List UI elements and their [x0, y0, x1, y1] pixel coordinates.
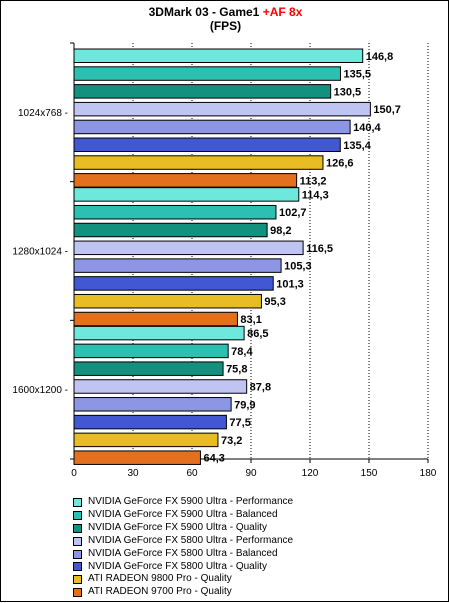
bar: [73, 84, 332, 99]
bar-value-label: 98,2: [270, 225, 291, 237]
bar: [73, 222, 268, 238]
bar-value-label: 146,8: [366, 51, 394, 63]
bar: [73, 66, 341, 81]
x-tick-label: 90: [245, 468, 257, 479]
bar-value-label: 77,5: [229, 417, 250, 429]
x-tick-label: 180: [420, 468, 437, 479]
bar: [73, 343, 229, 359]
bar: [73, 361, 224, 376]
bar: [73, 450, 201, 465]
bar-value-label: 78,4: [231, 346, 253, 358]
x-tick-label: 0: [71, 468, 77, 479]
legend-item: NVIDIA GeForce FX 5800 Ultra - Balanced: [73, 548, 293, 561]
legend-item: NVIDIA GeForce FX 5900 Ultra - Performan…: [73, 496, 293, 509]
bar-value-label: 102,7: [279, 207, 307, 219]
bar-value-label: 130,5: [334, 86, 362, 98]
bar: [73, 432, 219, 448]
bar: [73, 414, 227, 430]
bar: [73, 258, 282, 273]
bar: [73, 240, 304, 256]
category-label: 1024x768 -: [18, 108, 68, 119]
bar: [73, 173, 298, 188]
chart-title-block: 3DMark 03 - Game1 +AF 8x (FPS): [1, 5, 449, 33]
legend-swatch: [73, 575, 82, 585]
legend-swatch: [73, 497, 82, 507]
legend-item: NVIDIA GeForce FX 5800 Ultra - Performan…: [73, 535, 293, 548]
bar-value-label: 135,5: [343, 69, 371, 81]
bar: [73, 101, 371, 117]
bar: [73, 155, 324, 170]
legend-label: NVIDIA GeForce FX 5800 Ultra - Quality: [88, 560, 267, 572]
bar-value-label: 113,2: [300, 175, 327, 187]
bar: [73, 137, 341, 152]
category-label: 1280x1024 -: [12, 247, 68, 258]
bar-value-label: 140,4: [353, 122, 381, 134]
bar-value-label: 126,6: [326, 158, 354, 170]
legend-item: NVIDIA GeForce FX 5800 Ultra - Quality: [73, 561, 293, 574]
bar-value-label: 95,3: [264, 296, 285, 308]
bar: [73, 325, 245, 341]
chart-title-accent: +AF 8x: [262, 5, 303, 19]
bar-value-label: 79,9: [234, 399, 255, 411]
legend-label: NVIDIA GeForce FX 5800 Ultra - Performan…: [88, 534, 294, 546]
legend-swatch: [73, 536, 82, 546]
bar-value-label: 101,3: [276, 278, 304, 290]
legend-swatch: [73, 562, 82, 572]
chart-subtitle: (FPS): [209, 19, 242, 33]
bar-value-label: 105,3: [284, 261, 312, 273]
bar: [73, 397, 232, 412]
bar: [73, 204, 277, 220]
bar-value-label: 86,5: [247, 328, 268, 340]
legend-label: ATI RADEON 9700 Pro - Quality: [88, 586, 232, 598]
x-tick-label: 60: [186, 468, 198, 479]
bar: [73, 379, 248, 394]
bar-value-label: 64,3: [203, 453, 224, 465]
bar-value-label: 116,5: [306, 243, 333, 255]
bar-value-label: 150,7: [373, 104, 401, 116]
legend-item: NVIDIA GeForce FX 5900 Ultra - Quality: [73, 522, 293, 535]
legend-swatch: [73, 588, 82, 598]
x-tick-label: 120: [302, 468, 319, 479]
bar: [73, 187, 300, 202]
bar-value-label: 114,3: [302, 189, 329, 201]
bar-value-label: 75,8: [226, 364, 247, 376]
bar: [73, 311, 238, 327]
category-label: 1600x1200 -: [12, 385, 68, 396]
legend-item: ATI RADEON 9700 Pro - Quality: [73, 586, 293, 599]
legend-swatch: [73, 549, 82, 559]
legend-label: NVIDIA GeForce FX 5900 Ultra - Quality: [88, 521, 267, 533]
chart-title: 3DMark 03 - Game1: [148, 5, 260, 19]
bar-value-label: 73,2: [221, 435, 242, 447]
x-tick-label: 150: [361, 468, 378, 479]
legend-item: NVIDIA GeForce FX 5900 Ultra - Balanced: [73, 509, 293, 522]
bar-value-label: 83,1: [240, 314, 261, 326]
bar-value-label: 135,4: [343, 140, 371, 152]
legend-label: ATI RADEON 9800 Pro - Quality: [88, 573, 232, 585]
legend-label: NVIDIA GeForce FX 5800 Ultra - Balanced: [88, 547, 278, 559]
chart-legend: NVIDIA GeForce FX 5900 Ultra - Performan…: [73, 496, 293, 599]
legend-swatch: [73, 510, 82, 520]
legend-item: ATI RADEON 9800 Pro - Quality: [73, 573, 293, 586]
bar: [73, 119, 351, 135]
bar-value-label: 87,8: [250, 381, 271, 393]
bar: [73, 48, 364, 63]
bar: [73, 293, 262, 309]
legend-label: NVIDIA GeForce FX 5900 Ultra - Performan…: [88, 496, 294, 507]
x-tick-label: 30: [127, 468, 139, 479]
legend-label: NVIDIA GeForce FX 5900 Ultra - Balanced: [88, 508, 278, 520]
bar: [73, 276, 274, 291]
legend-swatch: [73, 523, 82, 533]
